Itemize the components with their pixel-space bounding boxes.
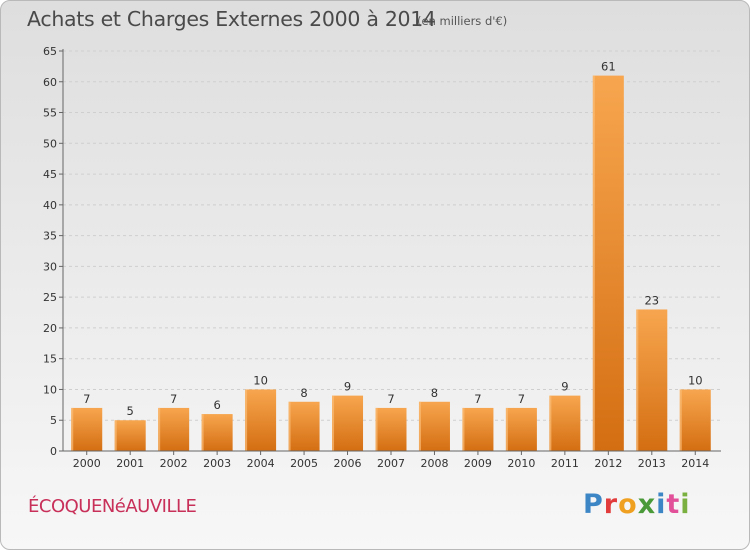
bar-2000: 7 — [71, 392, 103, 451]
bar-2009: 7 — [462, 392, 494, 451]
bar — [592, 75, 624, 451]
bar-highlight — [201, 414, 204, 451]
y-tick-label: 25 — [43, 291, 57, 304]
x-tick-label: 2010 — [507, 457, 535, 470]
chart-subtitle: (en milliers d'€) — [417, 14, 508, 28]
bar-highlight — [505, 407, 508, 451]
bar-value-label: 8 — [300, 386, 307, 400]
bar — [505, 407, 537, 451]
x-tick-label: 2007 — [377, 457, 405, 470]
y-tick-label: 20 — [43, 322, 57, 335]
bar-2012: 61 — [592, 60, 624, 451]
bar-highlight — [636, 309, 639, 451]
bar-2010: 7 — [505, 392, 537, 451]
x-tick-label: 2013 — [638, 457, 666, 470]
x-tick-label: 2004 — [247, 457, 275, 470]
bar-highlight — [245, 389, 248, 451]
bar — [679, 389, 711, 451]
x-tick-label: 2001 — [116, 457, 144, 470]
proxiti-logo: Proxiti — [583, 489, 691, 520]
bar — [549, 395, 581, 451]
bar — [418, 401, 450, 451]
bar-2006: 9 — [332, 380, 364, 451]
commune-name: ÉCOQUENéAUVILLE — [28, 496, 197, 517]
bar-highlight — [418, 401, 421, 451]
y-tick-label: 40 — [43, 199, 57, 212]
bar-value-label: 7 — [474, 392, 481, 406]
bar-value-label: 7 — [170, 392, 177, 406]
bar-2008: 8 — [418, 386, 450, 451]
bar-value-label: 9 — [561, 380, 568, 394]
x-tick-label: 2000 — [73, 457, 101, 470]
bar — [71, 407, 103, 451]
bar-2014: 10 — [679, 373, 711, 451]
bar-value-label: 7 — [518, 392, 525, 406]
bar-2003: 6 — [201, 398, 233, 451]
bar-value-label: 7 — [83, 392, 90, 406]
x-tick-label: 2006 — [334, 457, 362, 470]
x-tick-label: 2012 — [594, 457, 622, 470]
bar-highlight — [462, 407, 465, 451]
bar-highlight — [288, 401, 291, 451]
bar-value-label: 9 — [344, 380, 351, 394]
x-tick-label: 2011 — [551, 457, 579, 470]
x-tick-label: 2005 — [290, 457, 318, 470]
bar — [245, 389, 277, 451]
bar — [636, 309, 668, 451]
bar-value-label: 23 — [644, 293, 659, 307]
y-tick-label: 60 — [43, 76, 57, 89]
bar — [201, 414, 233, 451]
bar-value-label: 8 — [431, 386, 438, 400]
x-tick-label: 2002 — [160, 457, 188, 470]
y-tick-label: 50 — [43, 137, 57, 150]
bar-highlight — [332, 395, 335, 451]
bar-value-label: 10 — [688, 373, 703, 387]
bar-value-label: 10 — [253, 373, 268, 387]
bar-value-label: 7 — [387, 392, 394, 406]
x-tick-label: 2014 — [681, 457, 709, 470]
bar — [375, 407, 407, 451]
bar — [332, 395, 364, 451]
bar — [288, 401, 320, 451]
x-tick-label: 2008 — [420, 457, 448, 470]
y-tick-label: 10 — [43, 383, 57, 396]
y-tick-label: 30 — [43, 260, 57, 273]
bar-2004: 10 — [245, 373, 277, 451]
bar-2005: 8 — [288, 386, 320, 451]
bar-2011: 9 — [549, 380, 581, 451]
y-tick-label: 5 — [50, 414, 57, 427]
chart-title: Achats et Charges Externes 2000 à 2014 — [27, 7, 436, 31]
bar-highlight — [679, 389, 682, 451]
y-tick-label: 45 — [43, 168, 57, 181]
bar-value-label: 6 — [213, 398, 220, 412]
bar-highlight — [375, 407, 378, 451]
bar-highlight — [71, 407, 74, 451]
bar-highlight — [592, 75, 595, 451]
bar — [158, 407, 190, 451]
x-tick-label: 2009 — [464, 457, 492, 470]
bars: 7 5 7 6 10 8 9 7 8 7 7 9 61 23 10 — [71, 60, 711, 451]
y-tick-label: 35 — [43, 230, 57, 243]
bar-2002: 7 — [158, 392, 190, 451]
y-tick-label: 15 — [43, 353, 57, 366]
y-tick-label: 0 — [50, 445, 57, 458]
bar-2001: 5 — [114, 404, 146, 451]
bar-value-label: 61 — [601, 60, 616, 74]
y-tick-label: 55 — [43, 107, 57, 120]
bar — [114, 420, 146, 451]
bar-highlight — [549, 395, 552, 451]
y-tick-label: 65 — [43, 45, 57, 58]
x-tick-label: 2003 — [203, 457, 231, 470]
bar-highlight — [158, 407, 161, 451]
bar-2013: 23 — [636, 293, 668, 451]
bar — [462, 407, 494, 451]
bar-2007: 7 — [375, 392, 407, 451]
bar-value-label: 5 — [127, 404, 134, 418]
bar-highlight — [114, 420, 117, 451]
